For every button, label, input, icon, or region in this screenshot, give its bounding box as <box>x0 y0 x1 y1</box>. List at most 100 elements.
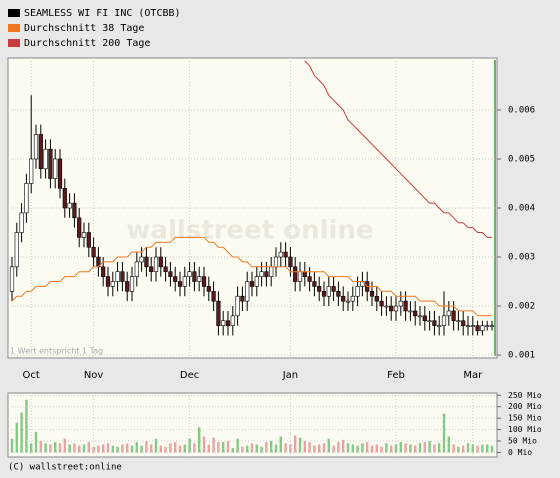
candle-body <box>33 134 39 160</box>
volume-bar <box>356 445 359 453</box>
candle-body <box>197 276 202 282</box>
candle-body <box>115 271 120 282</box>
candle-body <box>24 183 29 214</box>
volume-bar <box>231 447 234 453</box>
candle-body <box>235 295 240 317</box>
volume-bar <box>58 443 62 453</box>
volume-bar <box>87 442 90 453</box>
candle-body <box>427 320 432 323</box>
volume-bar <box>332 445 335 453</box>
volume-bar <box>442 413 446 453</box>
volume-bar <box>82 444 86 453</box>
candle-body <box>139 256 144 263</box>
candle-body <box>206 286 211 292</box>
candle-body <box>278 251 283 258</box>
volume-bar <box>375 444 378 453</box>
note: 1 Wert entspricht 1 Tag <box>10 347 103 356</box>
candle-body <box>456 320 461 323</box>
volume-bar <box>34 431 38 453</box>
volume-bar <box>145 441 148 453</box>
candle-body <box>264 271 269 277</box>
volume-bar <box>466 443 470 453</box>
y-tick-label: 100 Mio <box>508 425 542 434</box>
volume-bar <box>346 443 350 453</box>
candle-body <box>293 266 298 282</box>
watermark: wallstreet online <box>126 216 373 246</box>
candle-body <box>72 202 77 219</box>
volume-bar <box>169 443 172 453</box>
average-line <box>304 60 492 238</box>
candle-body <box>134 261 139 277</box>
volume-bar <box>418 443 422 453</box>
volume-bar <box>25 399 28 453</box>
candle-body <box>125 281 130 292</box>
candle-body <box>398 300 403 307</box>
x-tick-label: Mar <box>463 370 483 381</box>
volume-bar <box>447 436 450 453</box>
volume-bar <box>159 445 162 453</box>
legend-label: Durchschnitt 38 Tage <box>24 23 144 34</box>
volume-bar <box>130 445 134 453</box>
volume-bar <box>260 446 263 453</box>
candle-body <box>403 300 408 312</box>
volume-bar <box>116 446 119 453</box>
volume-bar <box>476 445 479 453</box>
candle-body <box>489 325 495 327</box>
y-tick-label: 0.002 <box>508 302 535 312</box>
y-tick-label: 200 Mio <box>508 402 542 411</box>
volume-bar <box>351 444 354 453</box>
candle-body <box>446 310 451 317</box>
volume-bar <box>49 444 52 453</box>
candle-body <box>221 320 226 326</box>
candle-body <box>461 320 466 326</box>
volume-bar <box>150 444 153 453</box>
candle-body <box>283 251 288 258</box>
y-tick-label: 0.001 <box>508 351 535 361</box>
volume-bar <box>140 445 143 453</box>
legend-swatch <box>8 24 20 32</box>
volume-bar <box>226 441 230 453</box>
candle-body <box>441 315 447 326</box>
candle-body <box>345 300 351 303</box>
volume-bar <box>63 438 66 453</box>
y-tick-label: 250 Mio <box>508 391 542 400</box>
volume-bar <box>73 443 76 453</box>
candle-body <box>158 256 163 268</box>
volume-bar <box>126 443 129 453</box>
candle-body <box>187 271 192 277</box>
volume-bar <box>438 443 441 453</box>
candle-body <box>230 315 235 326</box>
candle-body <box>355 286 360 297</box>
volume-bar <box>106 443 110 453</box>
candle-body <box>317 286 322 292</box>
volume-bar <box>279 436 282 453</box>
candle-body <box>331 286 336 292</box>
x-tick-label: Feb <box>387 370 405 381</box>
candle-body <box>374 295 379 302</box>
candle-body <box>240 295 245 302</box>
candle-body <box>273 256 279 268</box>
candle-body <box>211 291 216 302</box>
x-tick-label: Dec <box>180 370 199 381</box>
volume-bar <box>462 445 465 453</box>
candle-body <box>201 276 207 287</box>
candle-body <box>417 315 423 318</box>
candle-body <box>110 281 115 287</box>
y-tick-label: 50 Mio <box>508 437 537 446</box>
candle-body <box>177 281 183 287</box>
volume-bar <box>370 445 374 453</box>
candle-body <box>437 325 442 327</box>
volume-bar <box>284 443 287 453</box>
candle-body <box>86 232 91 248</box>
volume-bar <box>250 443 254 453</box>
volume-bar <box>298 437 302 453</box>
candle-body <box>422 315 427 322</box>
volume-bar <box>217 442 220 453</box>
volume-bar <box>414 445 417 453</box>
volume-bar <box>409 444 412 453</box>
volume-bar <box>428 441 431 453</box>
volume-bar <box>303 441 306 453</box>
copyright: (C) wallstreet:online <box>8 463 122 473</box>
legend-label: Durchschnitt 200 Tage <box>24 38 150 49</box>
